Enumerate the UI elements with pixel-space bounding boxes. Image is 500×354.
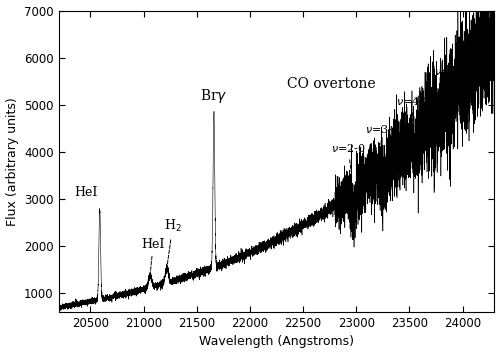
Text: CO overtone: CO overtone bbox=[287, 76, 376, 91]
Text: Br$\gamma$: Br$\gamma$ bbox=[200, 87, 228, 105]
Text: $\nu$=3-1: $\nu$=3-1 bbox=[365, 124, 398, 154]
Text: $\nu$=5-3: $\nu$=5-3 bbox=[434, 64, 468, 93]
Text: $\nu$=2-0: $\nu$=2-0 bbox=[330, 142, 366, 175]
Text: H$_2$: H$_2$ bbox=[164, 218, 182, 266]
Text: HeI: HeI bbox=[142, 238, 165, 273]
Text: HeI: HeI bbox=[74, 186, 98, 199]
Y-axis label: Flux (arbitrary units): Flux (arbitrary units) bbox=[6, 97, 18, 225]
X-axis label: Wavelength (Angstroms): Wavelength (Angstroms) bbox=[199, 336, 354, 348]
Text: $\nu$=4-2: $\nu$=4-2 bbox=[396, 95, 430, 126]
